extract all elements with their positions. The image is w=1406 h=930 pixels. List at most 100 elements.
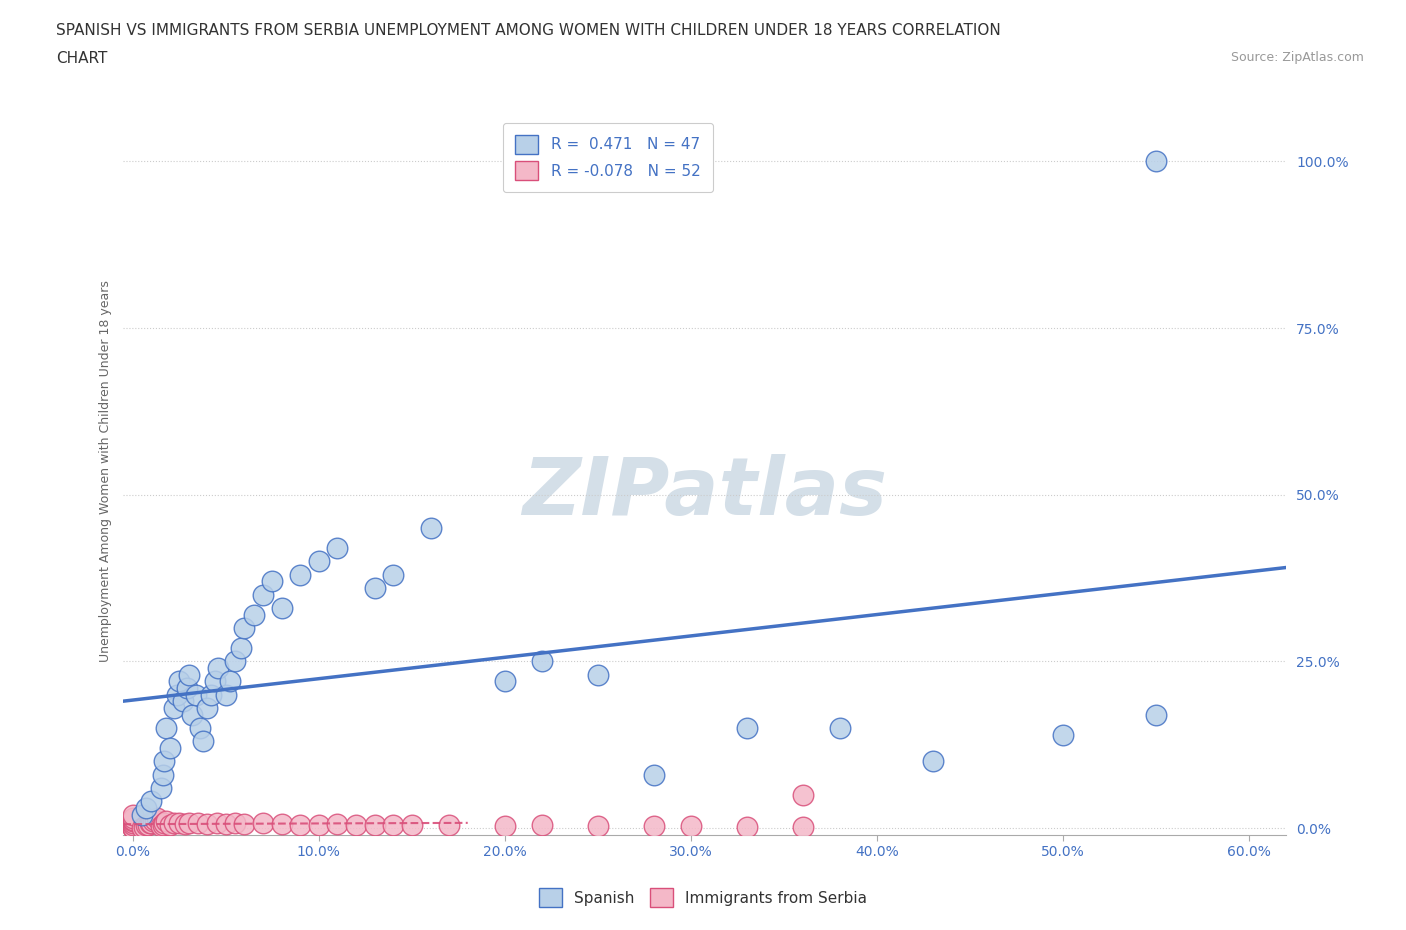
Point: [1052, 727, 1074, 742]
Point: [153, 754, 176, 769]
Point: [270, 817, 292, 831]
Point: [153, 816, 176, 830]
Point: [159, 817, 181, 832]
Point: [643, 767, 665, 782]
Point: [132, 819, 155, 834]
Point: [195, 700, 218, 715]
Point: [193, 734, 215, 749]
Point: [207, 660, 229, 675]
Point: [494, 674, 516, 689]
Point: [121, 817, 143, 832]
Point: [290, 817, 312, 832]
Point: [121, 820, 143, 835]
Point: [586, 818, 609, 833]
Point: [437, 817, 460, 832]
Point: [121, 820, 143, 835]
Point: [142, 814, 165, 829]
Point: [166, 687, 188, 702]
Point: [363, 818, 385, 833]
Point: [149, 818, 172, 833]
Point: [136, 817, 159, 832]
Point: [531, 654, 554, 669]
Point: [326, 817, 349, 831]
Point: [215, 817, 238, 831]
Point: [135, 818, 157, 833]
Text: CHART: CHART: [56, 51, 108, 66]
Point: [308, 554, 330, 569]
Point: [121, 820, 143, 835]
Point: [828, 721, 851, 736]
Point: [135, 801, 157, 816]
Point: [121, 807, 143, 822]
Point: [792, 819, 814, 834]
Point: [155, 721, 177, 736]
Point: [1144, 708, 1167, 723]
Point: [922, 754, 945, 769]
Point: [735, 819, 758, 834]
Point: [586, 668, 609, 683]
Point: [163, 816, 186, 830]
Point: [121, 816, 143, 830]
Point: [290, 567, 312, 582]
Point: [184, 687, 207, 702]
Point: [181, 708, 204, 723]
Point: [679, 818, 702, 833]
Point: [173, 817, 195, 831]
Point: [138, 816, 160, 830]
Point: [308, 817, 330, 832]
Point: [131, 807, 153, 822]
Point: [233, 620, 256, 635]
Point: [382, 567, 405, 582]
Point: [169, 674, 191, 689]
Point: [149, 780, 172, 795]
Point: [218, 674, 240, 689]
Point: [152, 767, 174, 782]
Point: [494, 818, 516, 833]
Point: [262, 574, 284, 589]
Point: [205, 816, 228, 830]
Point: [177, 668, 200, 683]
Point: [177, 816, 200, 830]
Point: [141, 794, 163, 809]
Point: [121, 820, 143, 835]
Point: [176, 681, 198, 696]
Point: [326, 540, 349, 555]
Text: Source: ZipAtlas.com: Source: ZipAtlas.com: [1230, 51, 1364, 64]
Point: [215, 687, 238, 702]
Legend: Spanish, Immigrants from Serbia: Spanish, Immigrants from Serbia: [533, 883, 873, 913]
Point: [204, 674, 226, 689]
Point: [233, 817, 256, 831]
Point: [152, 817, 174, 832]
Point: [643, 818, 665, 833]
Point: [121, 811, 143, 826]
Point: [344, 817, 367, 832]
Point: [252, 816, 274, 830]
Point: [146, 811, 169, 826]
Point: [1144, 153, 1167, 168]
Point: [401, 818, 423, 833]
Point: [195, 817, 218, 831]
Legend: R =  0.471   N = 47, R = -0.078   N = 52: R = 0.471 N = 47, R = -0.078 N = 52: [503, 123, 713, 193]
Point: [270, 601, 292, 616]
Point: [169, 816, 191, 830]
Text: ZIPatlas: ZIPatlas: [523, 454, 887, 532]
Point: [141, 816, 163, 830]
Point: [242, 607, 264, 622]
Point: [159, 740, 181, 755]
Point: [172, 694, 194, 709]
Point: [531, 818, 554, 833]
Point: [121, 814, 143, 829]
Point: [188, 721, 211, 736]
Point: [143, 813, 166, 828]
Y-axis label: Unemployment Among Women with Children Under 18 years: Unemployment Among Women with Children U…: [100, 281, 112, 662]
Point: [252, 588, 274, 603]
Point: [735, 721, 758, 736]
Point: [419, 521, 441, 536]
Point: [382, 817, 405, 832]
Point: [792, 788, 814, 803]
Point: [224, 654, 246, 669]
Point: [187, 816, 209, 830]
Point: [363, 580, 385, 595]
Point: [229, 641, 252, 656]
Point: [131, 820, 153, 835]
